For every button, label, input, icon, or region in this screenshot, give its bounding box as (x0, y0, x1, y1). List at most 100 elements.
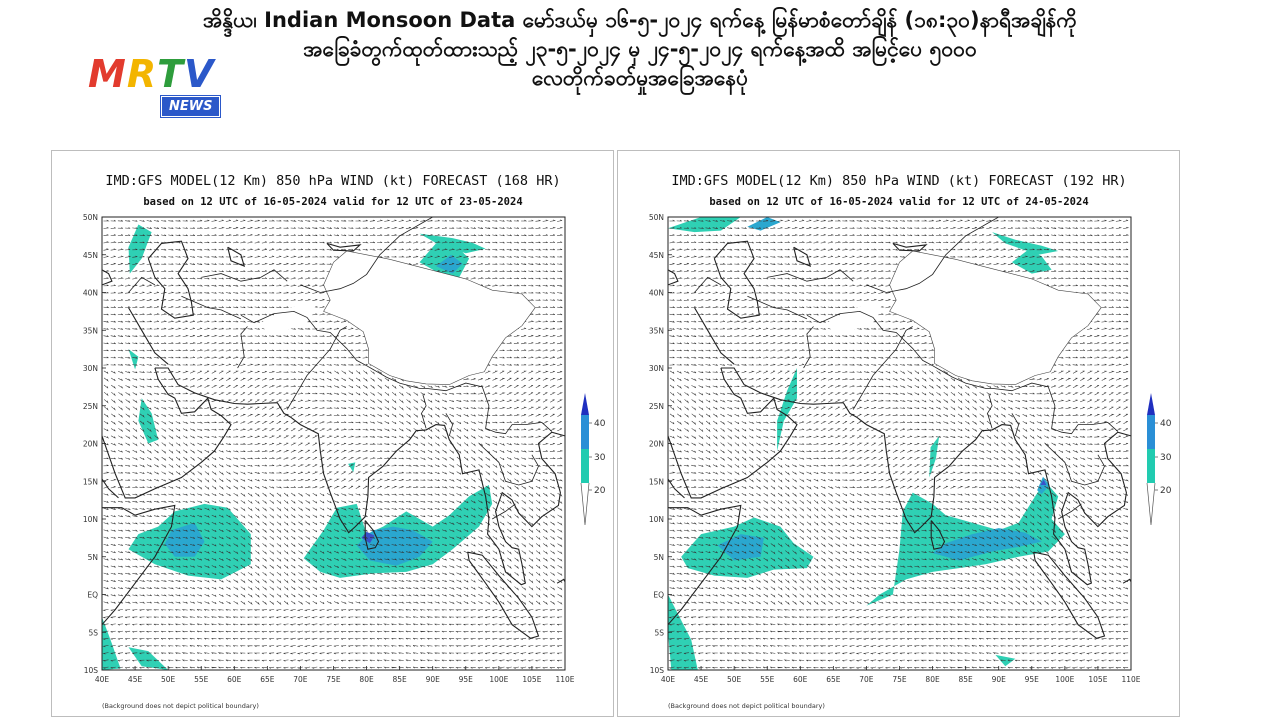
lon-tick-label: 40E (95, 675, 110, 684)
wind-speed-shade (929, 435, 940, 478)
wind-map-panel-192hr: IMD:GFS MODEL(12 Km) 850 hPa WIND (kt) F… (617, 150, 1180, 717)
legend-label: 40 (1160, 419, 1172, 429)
legend-swatch-30 (1147, 415, 1155, 449)
lon-tick-label: 50E (161, 675, 176, 684)
lat-tick-label: 10S (650, 666, 665, 675)
lon-tick-label: 75E (892, 675, 907, 684)
coastline (720, 367, 1131, 586)
lat-tick-label: 15N (83, 477, 98, 486)
lat-tick-label: 35N (649, 326, 664, 335)
lon-tick-label: 65E (826, 675, 841, 684)
wind-speed-shade (348, 462, 356, 473)
boundary-line (478, 443, 539, 486)
coastline (668, 504, 742, 626)
boundary-line (1011, 413, 1020, 437)
lon-tick-label: 45E (694, 675, 709, 684)
legend-swatch-30 (581, 415, 589, 449)
lon-tick-label: 95E (459, 675, 474, 684)
logo-letter-r: R (126, 52, 158, 96)
lat-tick-label: 30N (649, 364, 664, 373)
coastline (154, 367, 565, 586)
logo-letter-t: T (157, 52, 185, 96)
lon-tick-label: 105E (522, 675, 541, 684)
lon-tick-label: 40E (661, 675, 676, 684)
boundary-line (492, 503, 516, 520)
lat-tick-label: 5S (88, 628, 98, 637)
legend-colorbar: 40 30 20 (1146, 393, 1172, 526)
legend-swatch-20 (1147, 449, 1155, 483)
coastline (102, 269, 113, 286)
lat-tick-label: 45N (649, 251, 664, 260)
boundary-line (286, 326, 347, 410)
coastline (102, 504, 176, 626)
coastline (668, 478, 685, 499)
lat-tick-label: 25N (83, 402, 98, 411)
map-layers (102, 217, 565, 670)
lat-tick-label: 10N (83, 515, 98, 524)
boundary-line (866, 217, 999, 293)
boundary-line (852, 326, 913, 410)
lat-tick-label: 5N (88, 553, 98, 562)
lat-tick-label: 15N (649, 477, 664, 486)
legend-swatch-40 (1147, 393, 1155, 415)
lat-tick-label: 25N (649, 402, 664, 411)
coastline (892, 242, 928, 252)
boundary-line (1044, 443, 1105, 486)
map-footnote: (Background does not depict political bo… (668, 702, 825, 710)
map-title: IMD:GFS MODEL(12 Km) 850 hPa WIND (kt) F… (105, 173, 560, 189)
mrtv-news-logo: MRTV NEWS (88, 52, 228, 124)
lat-tick-label: 10N (649, 515, 664, 524)
lon-tick-label: 60E (227, 675, 242, 684)
coastline (147, 240, 194, 319)
coastline (668, 367, 798, 499)
coastline (102, 478, 119, 499)
wind-speed-shade (128, 224, 152, 274)
lat-tick-label: 35N (83, 326, 98, 335)
logo-letter-v: V (184, 52, 215, 96)
hindukush-mask (826, 303, 883, 334)
legend-label: 30 (594, 453, 606, 463)
wind-speed-shade (1011, 249, 1052, 274)
lon-tick-label: 90E (426, 675, 441, 684)
map-footnote: (Background does not depict political bo… (102, 702, 259, 710)
legend-label: 40 (594, 419, 606, 429)
coastline (467, 551, 540, 639)
wind-speed-shade (668, 594, 698, 670)
legend-label: 20 (1160, 486, 1172, 496)
lon-tick-label: 80E (359, 675, 374, 684)
lat-tick-label: 50N (83, 213, 98, 222)
lon-tick-label: 105E (1088, 675, 1107, 684)
lon-tick-label: 60E (793, 675, 808, 684)
map-subtitle: based on 12 UTC of 16-05-2024 valid for … (143, 196, 522, 208)
boundary-line (445, 413, 454, 437)
legend-label: 30 (1160, 453, 1172, 463)
lon-tick-label: 85E (392, 675, 407, 684)
lat-tick-label: 10S (84, 666, 99, 675)
wind-map-168hr: IMD:GFS MODEL(12 Km) 850 hPa WIND (kt) F… (83, 173, 606, 710)
coastline (102, 367, 232, 499)
coastline (128, 307, 169, 365)
legend-swatch-20 (581, 449, 589, 483)
legend-swatch-40 (581, 393, 589, 415)
wind-speed-shade (419, 233, 486, 254)
logo-letter-m: M (88, 52, 127, 96)
lat-tick-label: 40N (83, 289, 98, 298)
map-subtitle: based on 12 UTC of 16-05-2024 valid for … (709, 196, 1088, 208)
headline-line-3: လေတိုက်ခတ်မှုအခြေအနေပုံ (531, 66, 749, 90)
coastline (668, 269, 679, 286)
legend-colorbar: 40 30 20 (580, 393, 606, 526)
wind-speed-shade (1040, 479, 1047, 485)
boundary-line (806, 310, 1119, 435)
lat-tick-label: EQ (653, 591, 664, 600)
news-badge: NEWS (161, 96, 221, 117)
wind-speed-shade (747, 217, 781, 231)
lat-tick-label: 20N (649, 440, 664, 449)
lon-tick-label: 110E (555, 675, 574, 684)
lon-tick-label: 70E (293, 675, 308, 684)
coastline (793, 246, 812, 268)
coastline (364, 520, 380, 550)
tibetan-plateau-mask (889, 250, 1102, 385)
coastline (326, 242, 362, 252)
legend-tail (1146, 482, 1156, 526)
boundary-line (300, 217, 433, 293)
